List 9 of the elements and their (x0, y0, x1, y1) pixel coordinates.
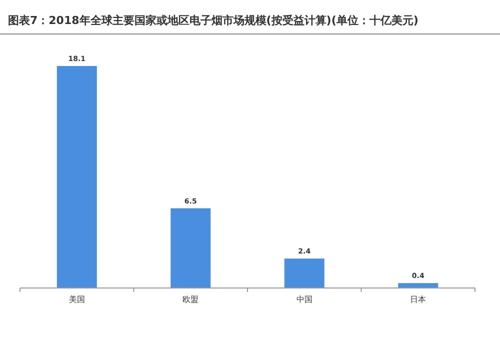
bar (398, 283, 438, 288)
x-tick-label: 中国 (296, 295, 312, 304)
bar (170, 208, 211, 288)
chart-title: 图表7：2018年全球主要国家或地区电子烟市场规模(按受益计算)(单位：十亿美元) (8, 14, 418, 27)
x-tick-label: 日本 (410, 295, 426, 304)
bar (56, 66, 97, 288)
bar (284, 258, 324, 288)
x-tick-label: 美国 (68, 295, 85, 304)
x-tick-label: 欧盟 (182, 295, 199, 304)
